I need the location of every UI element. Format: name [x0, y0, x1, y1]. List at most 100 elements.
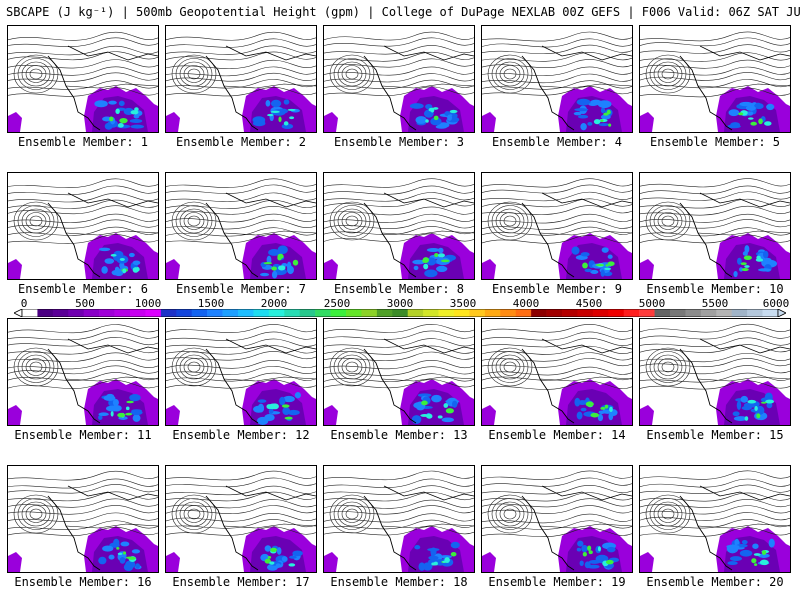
- panel-caption: Ensemble Member: 1: [17, 135, 149, 149]
- colorbar-tick-label: 1500: [197, 297, 225, 310]
- colorbar-swatch: [716, 309, 733, 317]
- map-graphic: [640, 31, 790, 132]
- colorbar-swatch: [191, 309, 208, 317]
- map-graphic: [166, 470, 316, 572]
- map-panel: [481, 25, 633, 133]
- map-graphic: [640, 470, 790, 572]
- map-graphic: [8, 324, 158, 425]
- cape-colorbar: [14, 309, 786, 317]
- colorbar-swatch: [346, 309, 362, 317]
- panel-caption: Ensemble Member: 18: [330, 575, 468, 589]
- map-panel: [323, 25, 475, 133]
- panel-caption: Ensemble Member: 20: [646, 575, 784, 589]
- colorbar-swatch: [747, 309, 763, 317]
- colorbar-swatch: [99, 309, 115, 317]
- colorbar-swatch: [299, 309, 316, 317]
- colorbar-swatch: [500, 309, 517, 317]
- map-panel: [639, 25, 791, 133]
- colorbar-swatch: [407, 309, 424, 317]
- colorbar-left-arrow: [14, 309, 23, 317]
- map-panel: [323, 172, 475, 280]
- colorbar-tick-label: 5000: [638, 297, 666, 310]
- map-graphic: [324, 470, 474, 572]
- map-panel: [165, 25, 317, 133]
- map-panel: [481, 318, 633, 426]
- colorbar-tick-label: 3000: [386, 297, 414, 310]
- colorbar-swatch: [392, 309, 409, 317]
- map-panel: [323, 465, 475, 573]
- colorbar-swatch: [238, 309, 254, 317]
- colorbar-swatch: [469, 309, 486, 317]
- colorbar-swatch: [454, 309, 470, 317]
- panel-caption: Ensemble Member: 2: [175, 135, 307, 149]
- colorbar-swatch: [654, 309, 671, 317]
- colorbar-tick-label: 2000: [260, 297, 288, 310]
- colorbar-swatch: [253, 309, 270, 317]
- map-panel: [165, 172, 317, 280]
- colorbar-swatch: [670, 309, 686, 317]
- panel-caption: Ensemble Member: 4: [491, 135, 623, 149]
- colorbar-swatch: [37, 309, 54, 317]
- colorbar-tick-label: 1000: [134, 297, 162, 310]
- panel-caption: Ensemble Member: 9: [491, 282, 623, 296]
- map-graphic: [482, 470, 632, 572]
- colorbar-swatch: [423, 309, 439, 317]
- colorbar-tick-label: 6000: [762, 297, 790, 310]
- colorbar-swatch: [685, 309, 702, 317]
- panel-caption: Ensemble Member: 8: [333, 282, 465, 296]
- map-graphic: [640, 178, 790, 279]
- map-graphic: [482, 178, 632, 279]
- colorbar-swatch: [731, 309, 748, 317]
- colorbar-tick-label: 4000: [512, 297, 540, 310]
- map-panel: [323, 318, 475, 426]
- map-graphic: [8, 31, 158, 132]
- panel-caption: Ensemble Member: 3: [333, 135, 465, 149]
- colorbar-swatch: [160, 309, 177, 317]
- map-graphic: [482, 323, 632, 425]
- colorbar-swatch: [284, 309, 301, 317]
- colorbar-swatch: [222, 309, 239, 317]
- panel-caption: Ensemble Member: 6: [17, 282, 149, 296]
- map-graphic: [166, 324, 316, 425]
- map-panel: [481, 172, 633, 280]
- colorbar-swatch: [623, 309, 640, 317]
- map-panel: [639, 465, 791, 573]
- colorbar-right-arrow: [777, 309, 786, 317]
- colorbar-swatch: [130, 309, 146, 317]
- map-graphic: [166, 31, 316, 132]
- map-graphic: [324, 31, 474, 132]
- map-graphic: [166, 178, 316, 279]
- panel-caption: Ensemble Member: 19: [488, 575, 626, 589]
- colorbar-swatch: [376, 309, 393, 317]
- map-panel: [639, 318, 791, 426]
- colorbar-swatch: [639, 309, 655, 317]
- map-panel: [7, 172, 159, 280]
- colorbar-swatch: [562, 309, 578, 317]
- page-title: SBCAPE (J kg⁻¹) | 500mb Geopotential Hei…: [6, 5, 800, 19]
- panel-caption: Ensemble Member: 17: [172, 575, 310, 589]
- map-panel: [639, 172, 791, 280]
- colorbar-tick-label: 5500: [701, 297, 729, 310]
- panel-caption: Ensemble Member: 10: [646, 282, 784, 296]
- colorbar-swatch: [531, 309, 547, 317]
- map-panel: [7, 465, 159, 573]
- colorbar-swatch: [546, 309, 563, 317]
- panel-caption: Ensemble Member: 12: [172, 428, 310, 442]
- map-panel: [7, 25, 159, 133]
- colorbar-swatch: [315, 309, 331, 317]
- colorbar-tick-label: 4500: [575, 297, 603, 310]
- map-panel: [481, 465, 633, 573]
- colorbar-swatch: [114, 309, 131, 317]
- map-graphic: [324, 178, 474, 279]
- colorbar-swatch: [176, 309, 193, 317]
- map-graphic: [482, 31, 632, 132]
- colorbar-swatch: [762, 309, 779, 317]
- map-panel: [165, 465, 317, 573]
- map-graphic: [8, 470, 158, 572]
- colorbar-swatch: [515, 309, 532, 317]
- colorbar-swatch: [268, 309, 285, 317]
- panel-caption: Ensemble Member: 7: [175, 282, 307, 296]
- colorbar-swatch: [484, 309, 501, 317]
- colorbar-swatch: [608, 309, 625, 317]
